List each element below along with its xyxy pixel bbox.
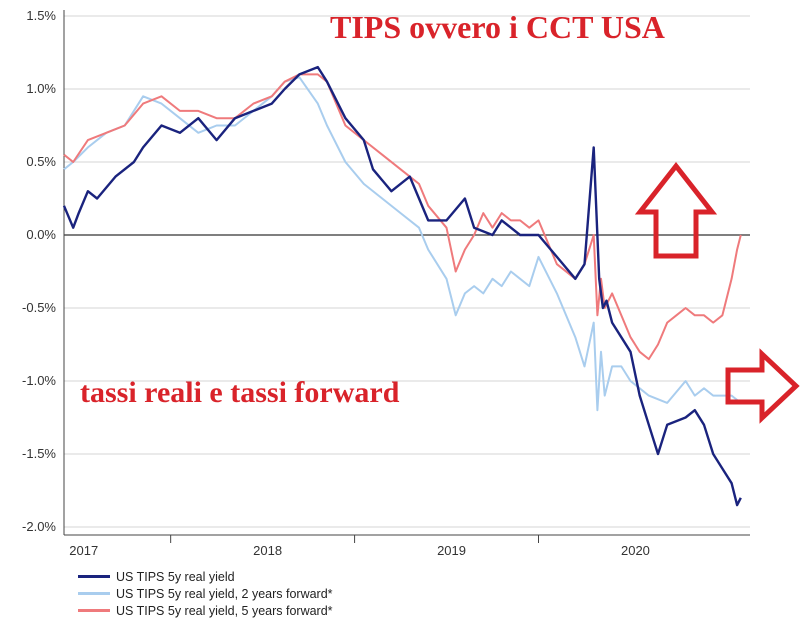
- x-tick-label: 2019: [437, 543, 466, 558]
- gridlines: [64, 15, 750, 528]
- y-tick-label: 0.0%: [26, 227, 56, 242]
- right-arrow-annotation: [725, 348, 800, 424]
- legend-label-real-yield: US TIPS 5y real yield: [116, 569, 235, 584]
- y-tick-label: -1.5%: [22, 446, 56, 461]
- legend-item-2y-forward: US TIPS 5y real yield, 2 years forward*: [78, 585, 333, 602]
- x-tick-label: 2020: [621, 543, 650, 558]
- series-line-5y-forward: [63, 73, 742, 361]
- x-tick-label: 2017: [69, 543, 98, 558]
- series-line-real-yield: [62, 65, 742, 507]
- y-tick-label: 1.5%: [26, 8, 56, 23]
- x-tick-label: 2018: [253, 543, 282, 558]
- legend-label-5y-forward: US TIPS 5y real yield, 5 years forward*: [116, 603, 333, 618]
- up-arrow-annotation: [634, 161, 718, 259]
- y-tick-label: 1.0%: [26, 81, 56, 96]
- legend-label-2y-forward: US TIPS 5y real yield, 2 years forward*: [116, 586, 333, 601]
- legend-swatch-real-yield: [78, 575, 110, 578]
- y-tick-label: -2.0%: [22, 519, 56, 534]
- chart-title: TIPS ovvero i CCT USA: [330, 9, 665, 45]
- chart-subtitle: tassi reali e tassi forward: [80, 376, 400, 409]
- legend-swatch-5y-forward: [78, 609, 110, 612]
- y-tick-label: -1.0%: [22, 373, 56, 388]
- axes: [63, 10, 750, 543]
- legend: US TIPS 5y real yield US TIPS 5y real yi…: [78, 568, 333, 619]
- legend-swatch-2y-forward: [78, 592, 110, 595]
- y-tick-labels: 1.5% 1.0% 0.5% 0.0% -0.5% -1.0% -1.5% -2.0%: [22, 8, 56, 534]
- y-tick-label: 0.5%: [26, 154, 56, 169]
- legend-item-5y-forward: US TIPS 5y real yield, 5 years forward*: [78, 602, 333, 619]
- y-tick-label: -0.5%: [22, 300, 56, 315]
- series-lines: [62, 65, 742, 507]
- legend-item-real-yield: US TIPS 5y real yield: [78, 568, 333, 585]
- x-tick-labels: 2017 2018 2019 2020: [69, 543, 650, 558]
- series-line-2y-forward: [63, 76, 742, 412]
